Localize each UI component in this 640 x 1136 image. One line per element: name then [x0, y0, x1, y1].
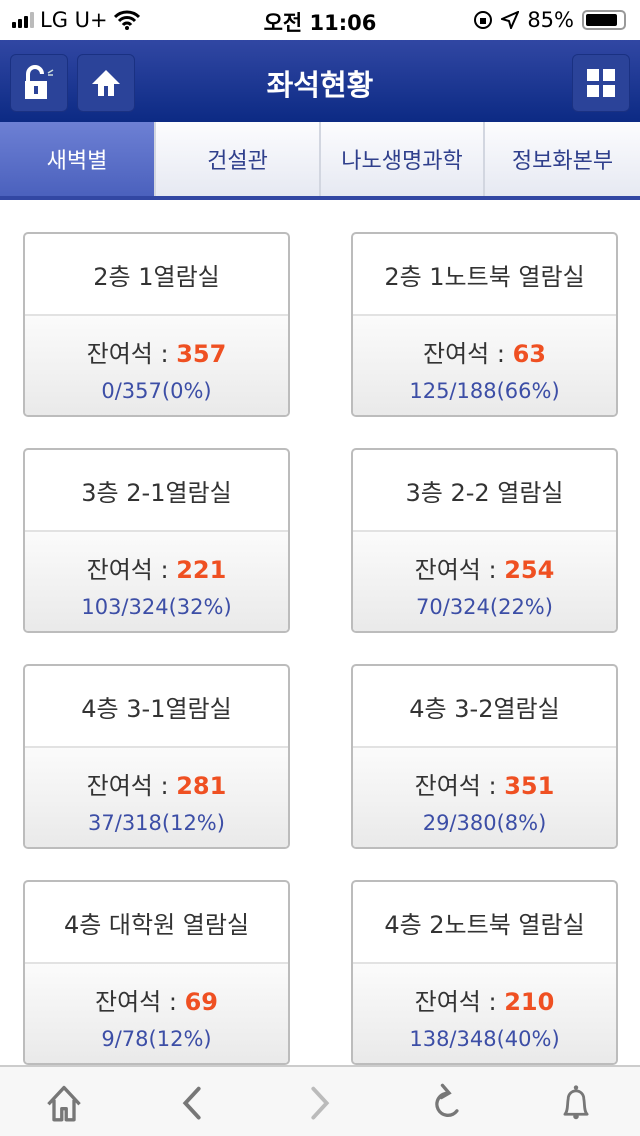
- back-icon: [182, 1086, 201, 1119]
- tab-saebyeokbyeol[interactable]: 새벽별: [0, 122, 156, 196]
- room-name: 4층 2노트북 열람실: [353, 882, 616, 964]
- remaining-label: 잔여석 :: [414, 772, 505, 800]
- remaining-seats: 잔여석 : 281: [25, 748, 288, 801]
- room-card[interactable]: 4층 대학원 열람실 잔여석 : 69 9/78(12%): [23, 880, 290, 1065]
- status-bar: LG U+ 오전 11:06 85%: [0, 0, 640, 40]
- tab-info-center[interactable]: 정보화본부: [485, 122, 640, 196]
- menu-button[interactable]: [572, 54, 630, 112]
- page-title: 좌석현황: [266, 68, 374, 102]
- usage-ratio: 37/318(12%): [88, 811, 225, 835]
- usage-ratio: 29/380(8%): [422, 811, 547, 835]
- remaining-seats: 잔여석 : 63: [353, 316, 616, 369]
- room-card[interactable]: 4층 2노트북 열람실 잔여석 : 210 138/348(40%): [351, 880, 618, 1065]
- lock-open-icon: [25, 65, 54, 99]
- remaining-seats: 잔여석 : 254: [353, 532, 616, 585]
- refresh-icon: [435, 1083, 459, 1117]
- battery-icon: [582, 10, 626, 30]
- app-header: 좌석현황: [0, 40, 640, 122]
- clock: 오전 11:06: [263, 11, 377, 35]
- remaining-count: 210: [504, 988, 555, 1016]
- room-name: 3층 2-2 열람실: [353, 450, 616, 532]
- room-card[interactable]: 3층 2-1열람실 잔여석 : 221 103/324(32%): [23, 448, 290, 633]
- room-name: 2층 1열람실: [25, 234, 288, 316]
- remaining-label: 잔여석 :: [414, 556, 505, 584]
- room-name: 3층 2-1열람실: [25, 450, 288, 532]
- forward-button[interactable]: [288, 1072, 352, 1132]
- remaining-count: 63: [512, 340, 546, 368]
- home-icon: [92, 70, 120, 96]
- remaining-count: 221: [176, 556, 227, 584]
- room-card[interactable]: 4층 3-1열람실 잔여석 : 281 37/318(12%): [23, 664, 290, 849]
- tab-geonseolgwan[interactable]: 건설관: [156, 122, 321, 196]
- room-name: 4층 3-1열람실: [25, 666, 288, 748]
- room-card[interactable]: 4층 3-2열람실 잔여석 : 351 29/380(8%): [351, 664, 618, 849]
- remaining-count: 254: [504, 556, 555, 584]
- remaining-seats: 잔여석 : 357: [25, 316, 288, 369]
- remaining-count: 281: [176, 772, 227, 800]
- remaining-label: 잔여석 :: [414, 988, 505, 1016]
- wifi-icon: [113, 10, 140, 30]
- usage-ratio: 103/324(32%): [81, 595, 232, 619]
- battery-percent: 85%: [527, 8, 574, 32]
- remaining-label: 잔여석 :: [86, 772, 177, 800]
- bottom-toolbar: [0, 1065, 640, 1136]
- forward-icon: [311, 1086, 330, 1119]
- remaining-seats: 잔여석 : 210: [353, 964, 616, 1017]
- home-button[interactable]: [32, 1072, 96, 1132]
- grid-menu-icon: [587, 69, 615, 97]
- remaining-count: 357: [176, 340, 227, 368]
- remaining-seats: 잔여석 : 221: [25, 532, 288, 585]
- room-card[interactable]: 2층 1열람실 잔여석 : 357 0/357(0%): [23, 232, 290, 417]
- bell-button[interactable]: [544, 1072, 608, 1132]
- room-name: 2층 1노트북 열람실: [353, 234, 616, 316]
- refresh-button[interactable]: [416, 1072, 480, 1132]
- remaining-label: 잔여석 :: [86, 340, 177, 368]
- home-icon: [47, 1085, 81, 1121]
- remaining-label: 잔여석 :: [95, 988, 185, 1016]
- remaining-label: 잔여석 :: [423, 340, 513, 368]
- logout-button[interactable]: [10, 54, 68, 112]
- room-card[interactable]: 3층 2-2 열람실 잔여석 : 254 70/324(22%): [351, 448, 618, 633]
- bell-icon: [563, 1084, 589, 1119]
- remaining-count: 69: [184, 988, 218, 1016]
- remaining-count: 351: [504, 772, 555, 800]
- signal-icon: [12, 12, 34, 28]
- usage-ratio: 9/78(12%): [101, 1027, 212, 1051]
- building-tabs: 새벽별 건설관 나노생명과학 정보화본부: [0, 122, 640, 200]
- usage-ratio: 0/357(0%): [101, 379, 212, 403]
- usage-ratio: 125/188(66%): [409, 379, 560, 403]
- room-name: 4층 대학원 열람실: [25, 882, 288, 964]
- remaining-label: 잔여석 :: [86, 556, 177, 584]
- location-icon: [501, 11, 520, 29]
- room-list: 2층 1열람실 잔여석 : 357 0/357(0%) 2층 1노트북 열람실 잔…: [0, 200, 640, 1065]
- room-card[interactable]: 2층 1노트북 열람실 잔여석 : 63 125/188(66%): [351, 232, 618, 417]
- back-button[interactable]: [160, 1072, 224, 1132]
- carrier: LG U+: [40, 8, 108, 32]
- home-button[interactable]: [77, 54, 135, 112]
- usage-ratio: 138/348(40%): [409, 1027, 560, 1051]
- remaining-seats: 잔여석 : 351: [353, 748, 616, 801]
- remaining-seats: 잔여석 : 69: [25, 964, 288, 1017]
- usage-ratio: 70/324(22%): [416, 595, 553, 619]
- room-name: 4층 3-2열람실: [353, 666, 616, 748]
- tab-nano-bio[interactable]: 나노생명과학: [321, 122, 485, 196]
- rotation-lock-icon: [474, 11, 493, 29]
